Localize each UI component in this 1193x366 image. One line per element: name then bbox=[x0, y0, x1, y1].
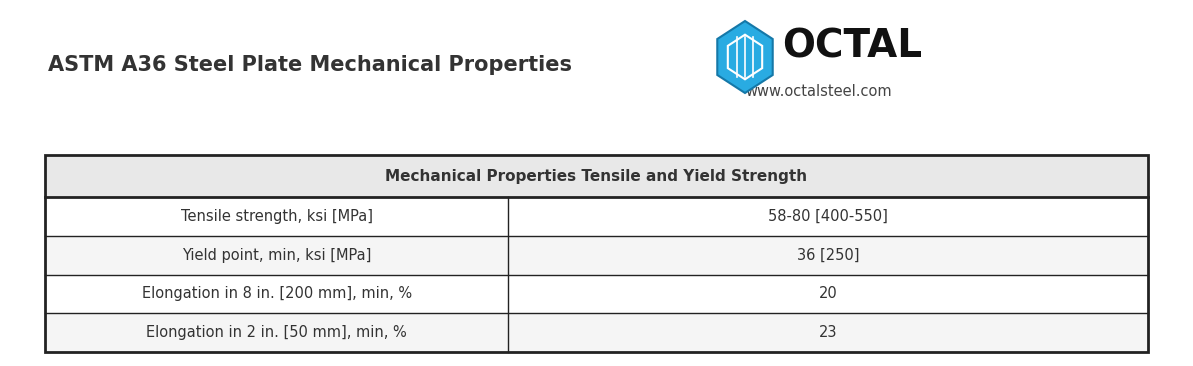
Text: 58-80 [400-550]: 58-80 [400-550] bbox=[768, 209, 888, 224]
Text: OCTAL: OCTAL bbox=[781, 28, 922, 66]
Bar bbox=[45, 313, 1148, 352]
Bar bbox=[45, 197, 1148, 236]
Bar bbox=[45, 236, 1148, 274]
Text: Mechanical Properties Tensile and Yield Strength: Mechanical Properties Tensile and Yield … bbox=[385, 168, 808, 183]
Text: Yield point, min, ksi [MPa]: Yield point, min, ksi [MPa] bbox=[183, 248, 371, 263]
Bar bbox=[45, 274, 1148, 313]
Text: ASTM A36 Steel Plate Mechanical Properties: ASTM A36 Steel Plate Mechanical Properti… bbox=[48, 55, 571, 75]
Polygon shape bbox=[717, 21, 773, 93]
Text: Elongation in 2 in. [50 mm], min, %: Elongation in 2 in. [50 mm], min, % bbox=[147, 325, 407, 340]
Text: Tensile strength, ksi [MPa]: Tensile strength, ksi [MPa] bbox=[180, 209, 372, 224]
Text: 20: 20 bbox=[818, 286, 837, 301]
Bar bbox=[45, 155, 1148, 197]
Text: 36 [250]: 36 [250] bbox=[797, 248, 859, 263]
Text: 23: 23 bbox=[818, 325, 837, 340]
Text: Elongation in 8 in. [200 mm], min, %: Elongation in 8 in. [200 mm], min, % bbox=[142, 286, 412, 301]
Bar bbox=[45, 155, 1148, 352]
Text: www.octalsteel.com: www.octalsteel.com bbox=[744, 85, 891, 100]
